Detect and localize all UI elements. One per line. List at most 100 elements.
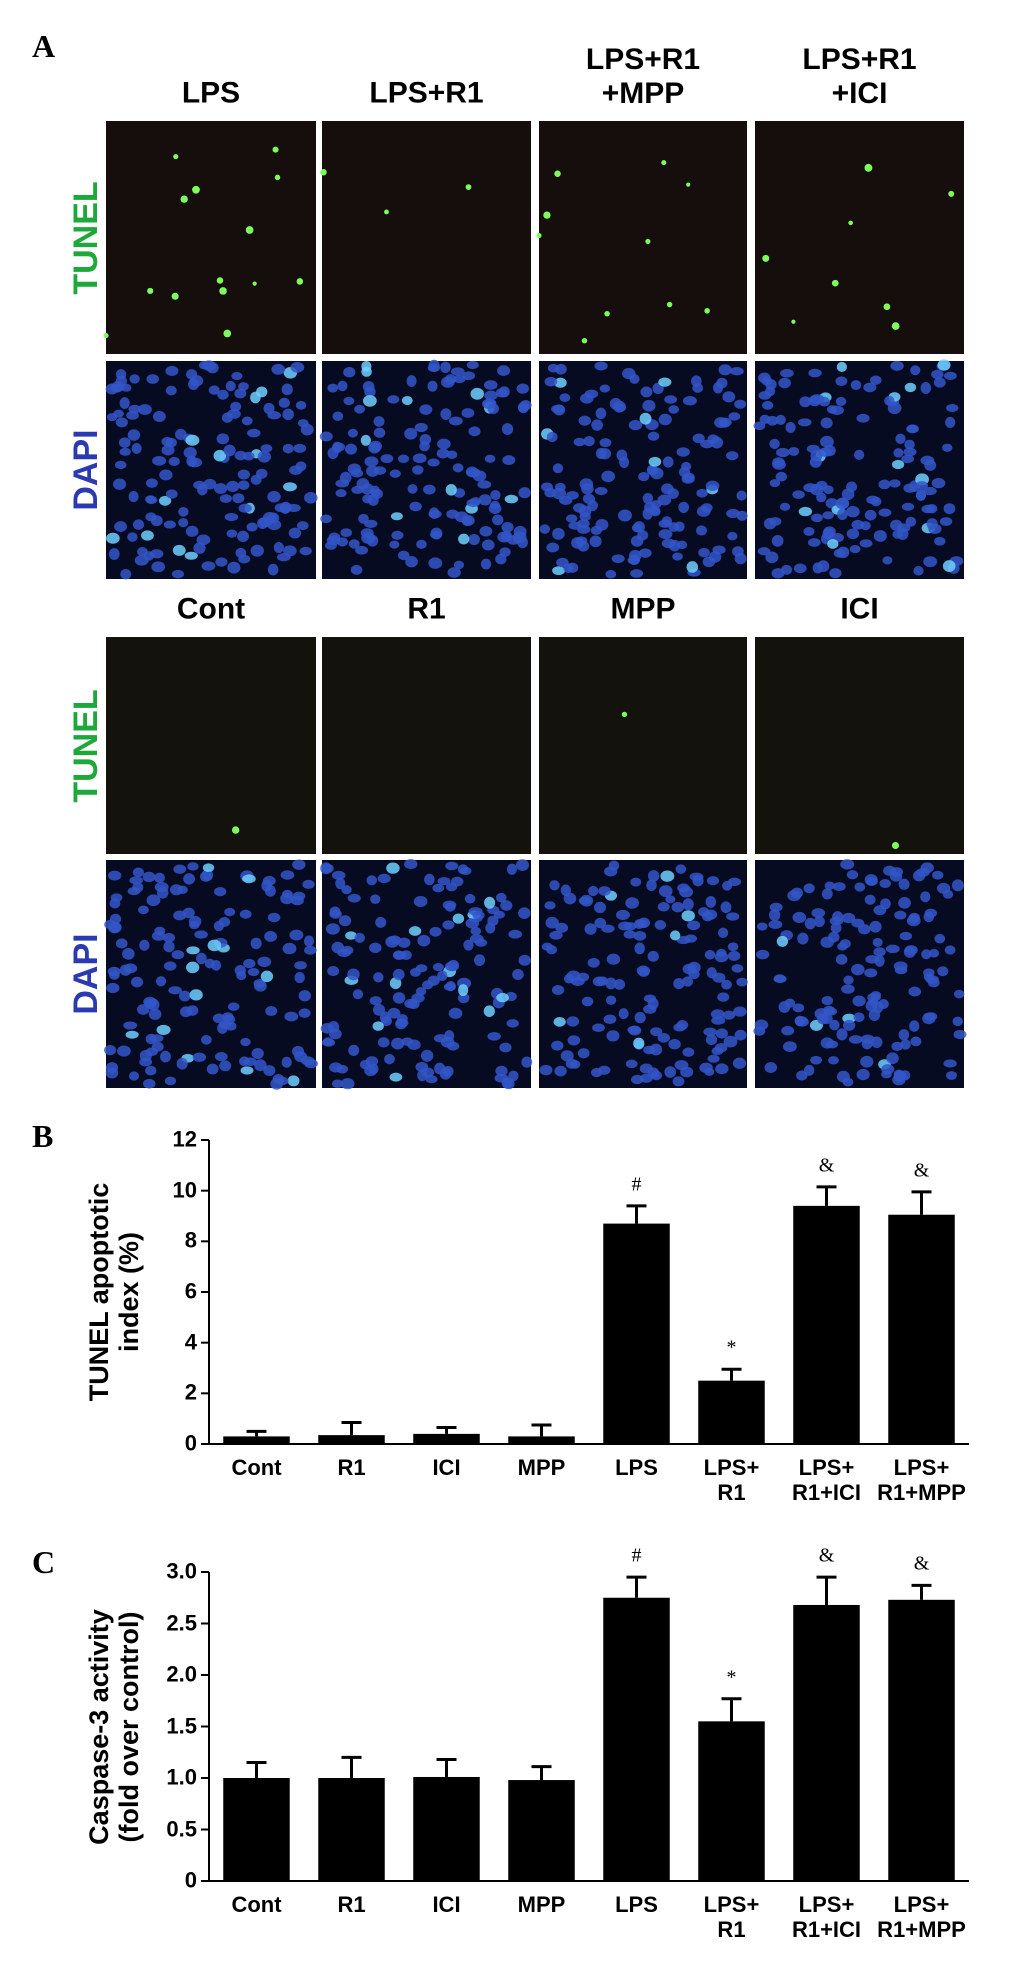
nucleus <box>164 1076 177 1086</box>
nucleus <box>728 412 741 421</box>
nucleus <box>231 372 243 381</box>
nucleus <box>492 514 504 526</box>
nucleus <box>299 546 312 556</box>
nucleus <box>611 554 625 564</box>
nucleus <box>193 480 206 490</box>
bar <box>318 1778 385 1881</box>
nucleus <box>391 530 404 540</box>
nucleus <box>178 506 189 517</box>
nucleus <box>119 447 131 456</box>
tunel-dot <box>245 226 254 234</box>
bar <box>698 1380 765 1444</box>
x-tick-label: LPS+ R1+MPP <box>877 1455 966 1505</box>
nucleus <box>943 371 957 380</box>
nucleus <box>696 525 707 536</box>
nucleus <box>127 429 141 441</box>
nucleus <box>664 395 678 404</box>
nucleus <box>389 469 401 478</box>
nucleus <box>832 882 846 892</box>
nucleus <box>501 423 514 435</box>
nucleus <box>287 1075 300 1087</box>
tunel-dot <box>948 190 955 197</box>
nucleus <box>234 450 247 461</box>
nucleus <box>188 915 202 928</box>
nucleus <box>259 516 273 528</box>
panel-letter: B <box>32 1118 54 1154</box>
nucleus <box>712 545 726 555</box>
nucleus <box>188 378 199 391</box>
nucleus <box>408 926 422 936</box>
y-tick-label: 6 <box>184 1278 197 1304</box>
nucleus <box>152 455 167 466</box>
nucleus <box>134 555 149 566</box>
nucleus <box>304 491 318 504</box>
nucleus <box>878 479 891 490</box>
nucleus <box>343 396 355 406</box>
nucleus <box>912 870 926 882</box>
nucleus <box>264 931 278 942</box>
nucleus <box>692 433 705 444</box>
nucleus <box>642 507 653 520</box>
nucleus <box>909 1020 920 1032</box>
bar <box>603 1597 670 1881</box>
tunel-dot <box>192 185 200 194</box>
nucleus <box>731 964 744 973</box>
nucleus <box>830 405 844 416</box>
nucleus <box>864 894 876 905</box>
nucleus <box>541 482 553 492</box>
nucleus <box>582 493 596 504</box>
nucleus <box>151 561 166 573</box>
nucleus <box>674 521 685 532</box>
nucleus <box>898 897 911 909</box>
nucleus <box>605 995 617 1005</box>
nucleus <box>484 896 496 909</box>
nucleus <box>329 906 341 918</box>
nucleus <box>601 924 615 933</box>
nucleus <box>893 1070 907 1082</box>
nucleus <box>472 470 487 482</box>
nucleus <box>439 1068 452 1080</box>
y-axis-label: TUNEL apoptotic index (%) <box>83 1182 144 1402</box>
nucleus <box>890 360 904 371</box>
nucleus <box>643 1045 656 1055</box>
nucleus <box>793 563 807 574</box>
nucleus <box>444 902 456 912</box>
nucleus <box>495 553 507 565</box>
nucleus <box>908 986 922 997</box>
nucleus <box>332 442 346 452</box>
nucleus <box>705 895 717 908</box>
nucleus <box>271 363 286 375</box>
nucleus <box>658 519 672 528</box>
nucleus <box>397 1014 408 1024</box>
nucleus <box>714 951 729 963</box>
nucleus <box>163 520 177 529</box>
nucleus <box>835 497 850 510</box>
nucleus <box>201 561 216 571</box>
bar <box>413 1776 480 1881</box>
significance-mark: & <box>913 1552 930 1575</box>
nucleus <box>331 1079 344 1088</box>
nucleus <box>856 413 870 423</box>
nucleus <box>846 528 860 540</box>
nucleus <box>836 1028 848 1041</box>
nucleus <box>544 901 556 910</box>
tunel-dot <box>864 163 873 172</box>
nucleus <box>775 414 786 426</box>
nucleus <box>722 1010 736 1020</box>
nucleus <box>781 564 793 575</box>
nucleus <box>650 500 662 509</box>
nucleus <box>555 922 569 933</box>
nucleus <box>179 990 191 1002</box>
nucleus <box>214 483 228 494</box>
nucleus <box>377 1037 390 1048</box>
nucleus <box>581 483 594 495</box>
nucleus <box>851 918 865 928</box>
nucleus <box>727 942 739 952</box>
tunel-image <box>539 637 747 854</box>
tunel-dot <box>219 287 227 295</box>
nucleus <box>328 532 341 542</box>
nucleus <box>335 489 347 498</box>
nucleus <box>895 433 906 445</box>
nucleus <box>364 1064 378 1077</box>
nucleus <box>664 1066 677 1078</box>
